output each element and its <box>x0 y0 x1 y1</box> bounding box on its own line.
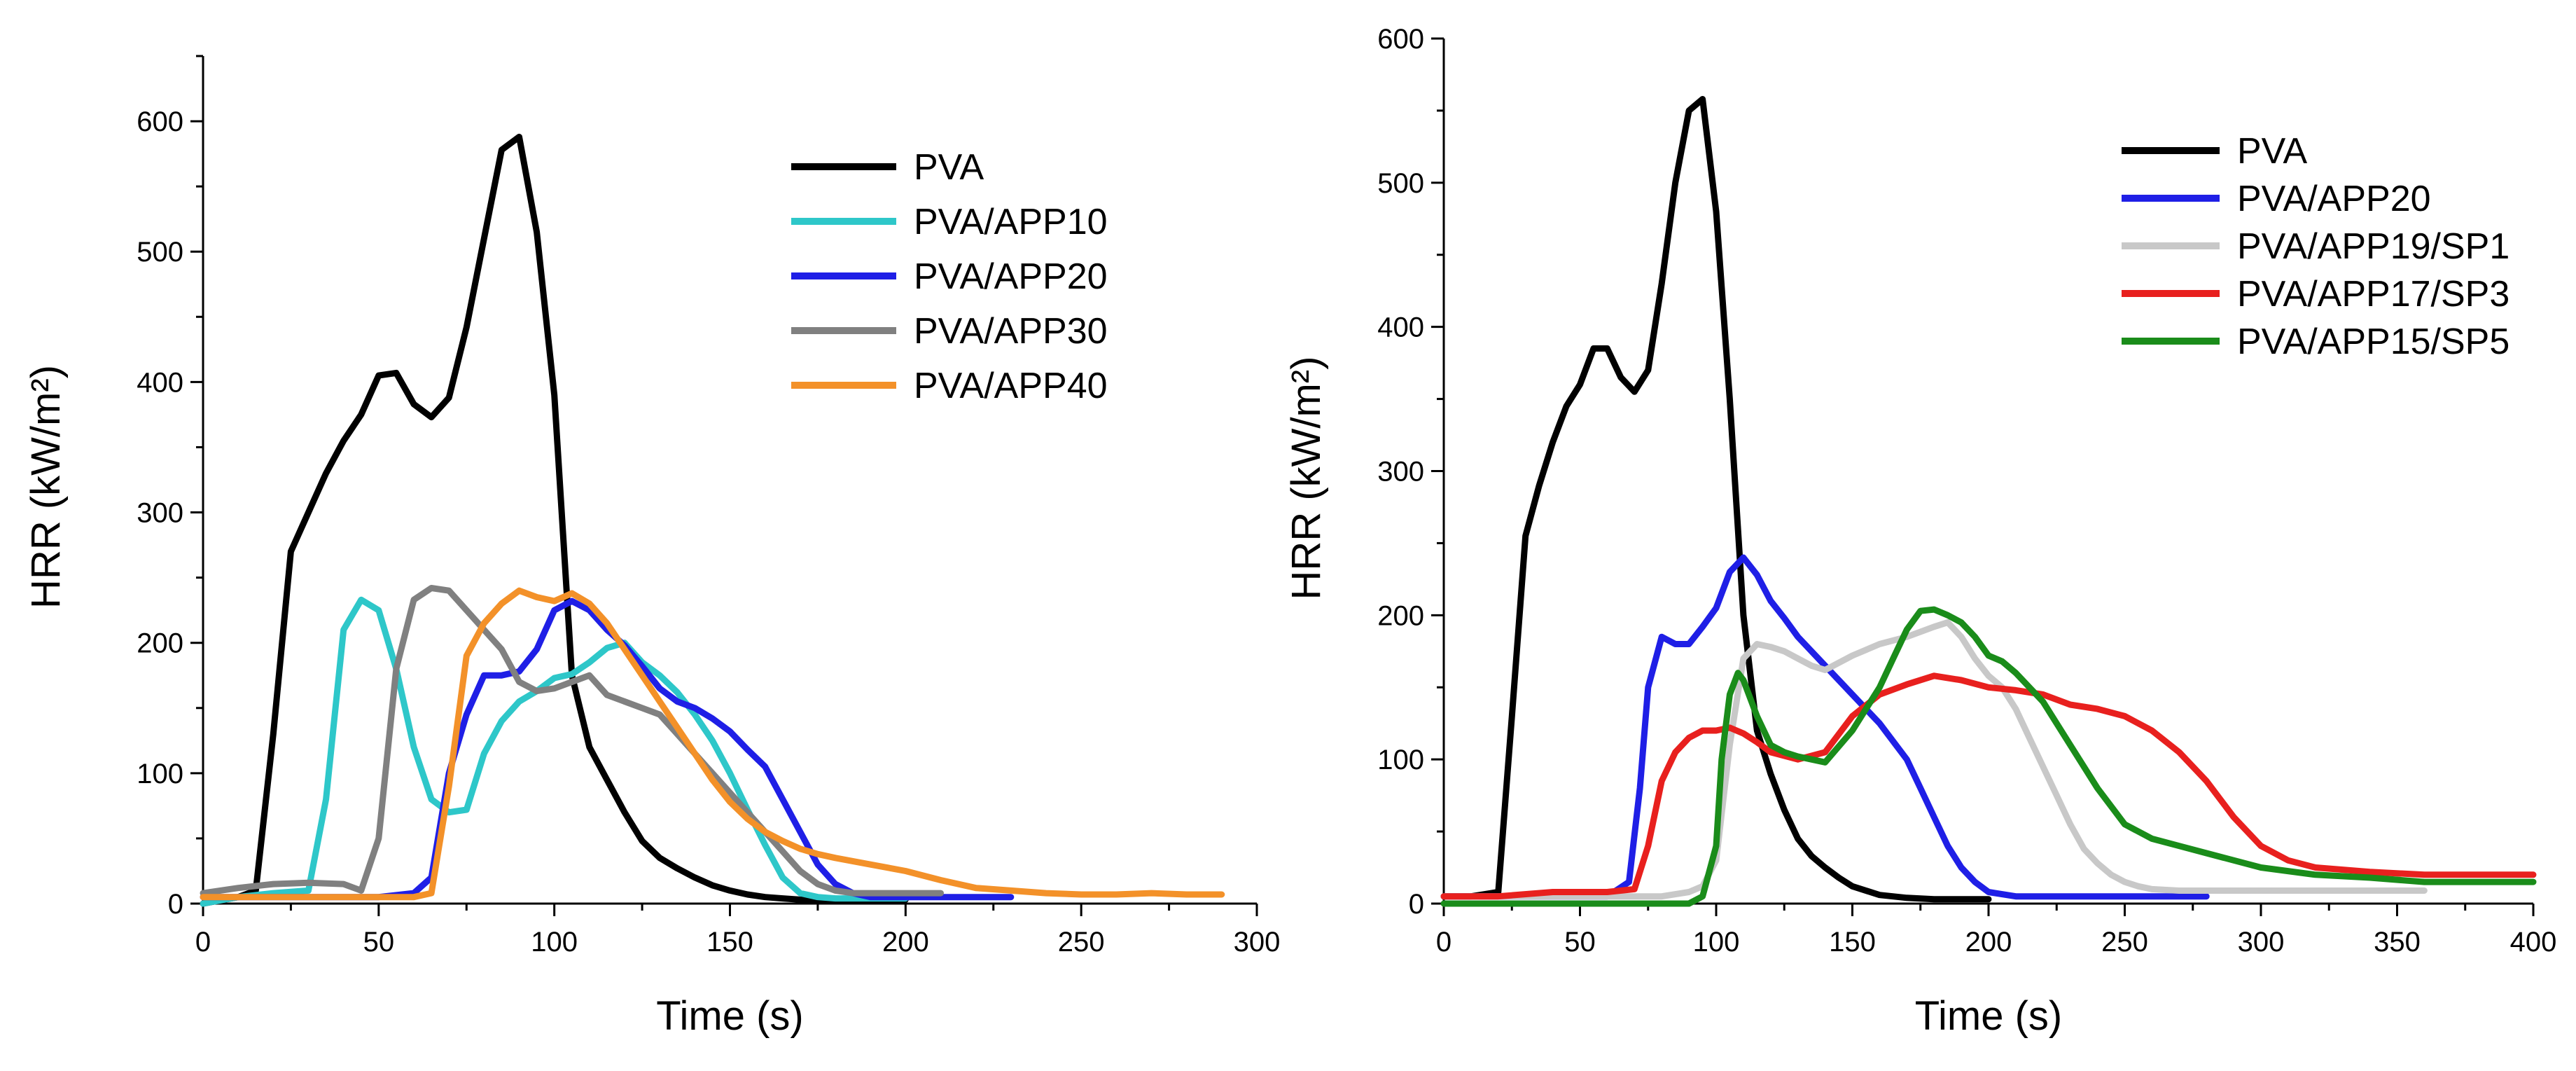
x-tick-label: 250 <box>1058 927 1105 958</box>
x-tick-label: 150 <box>1829 927 1876 958</box>
legend: PVA PVA/APP20 PVA/APP19/SP1 PVA/APP17/SP3 PV… <box>2122 131 2509 362</box>
x-tick-label: 150 <box>706 927 753 958</box>
legend-label: PVA <box>2237 131 2308 172</box>
series-line-pva-app40 <box>200 587 1225 901</box>
series-line-pva-app15-sp5 <box>1440 606 2537 907</box>
y-axis-title: HRR (kW/m²) <box>1283 357 1329 600</box>
legend-label: PVA/APP30 <box>914 311 1108 352</box>
x-tick-label: 300 <box>2238 927 2285 958</box>
y-tick-label: 100 <box>1377 745 1424 775</box>
x-tick-label: 250 <box>2101 927 2148 958</box>
legend-label: PVA/APP19/SP1 <box>2237 226 2509 267</box>
y-tick-label: 400 <box>137 367 183 398</box>
x-tick-label: 350 <box>2374 927 2421 958</box>
x-axis-title: Time (s) <box>1915 993 2062 1039</box>
y-tick-label: 0 <box>1409 889 1424 920</box>
y-tick-label: 600 <box>137 106 183 137</box>
y-tick-label: 200 <box>1377 600 1424 631</box>
y-tick-label: 300 <box>137 498 183 529</box>
x-tick-label: 300 <box>1234 927 1281 958</box>
x-axis-title: Time (s) <box>656 993 803 1039</box>
legend-label: PVA/APP40 <box>914 366 1108 406</box>
series-line-pva-app20 <box>1440 554 2210 900</box>
legend-label: PVA <box>914 147 984 188</box>
series-line-pva-app17-sp3 <box>1440 672 2537 900</box>
x-tick-label: 200 <box>1965 927 2012 958</box>
legend: PVA PVA/APP10 PVA/APP20 PVA/APP30 PVA/APP40 <box>791 147 1108 406</box>
y-tick-label: 100 <box>137 759 183 789</box>
y-axis-title: HRR (kW/m²) <box>23 365 69 609</box>
y-tick-label: 300 <box>1377 457 1424 488</box>
chart-right: 0 50 100 150 200 250 300 350 400 0 100 200 300 400 500… <box>1283 24 2556 1039</box>
x-tick-label: 100 <box>1693 927 1740 958</box>
legend-label: PVA/APP20 <box>2237 179 2431 219</box>
series-line-pva-app30 <box>200 585 944 897</box>
legend-label: PVA/APP15/SP5 <box>2237 322 2509 362</box>
x-tick-label: 0 <box>1436 927 1451 958</box>
x-tick-label: 200 <box>882 927 929 958</box>
legend-label: PVA/APP10 <box>914 202 1108 242</box>
y-tick-label: 500 <box>137 237 183 268</box>
y-tick-label: 200 <box>137 628 183 659</box>
y-tick-label: 0 <box>168 889 183 920</box>
x-tick-label: 100 <box>531 927 578 958</box>
legend-label: PVA/APP17/SP3 <box>2237 274 2509 315</box>
x-tick-label: 50 <box>363 927 395 958</box>
legend-label: PVA/APP20 <box>914 256 1108 297</box>
x-tick-label: 400 <box>2510 927 2557 958</box>
y-tick-label: 500 <box>1377 168 1424 199</box>
series-line-pva <box>200 133 909 907</box>
x-tick-label: 0 <box>195 927 211 958</box>
series-line-pva-app10 <box>200 596 909 907</box>
y-tick-label: 400 <box>1377 312 1424 343</box>
y-tick-label: 600 <box>1377 24 1424 55</box>
series-line-pva <box>1440 96 1992 903</box>
chart-left: 0 50 100 150 200 250 300 0 100 200 300 400 500 600 Tim… <box>23 55 1281 1039</box>
x-tick-label: 50 <box>1564 927 1596 958</box>
